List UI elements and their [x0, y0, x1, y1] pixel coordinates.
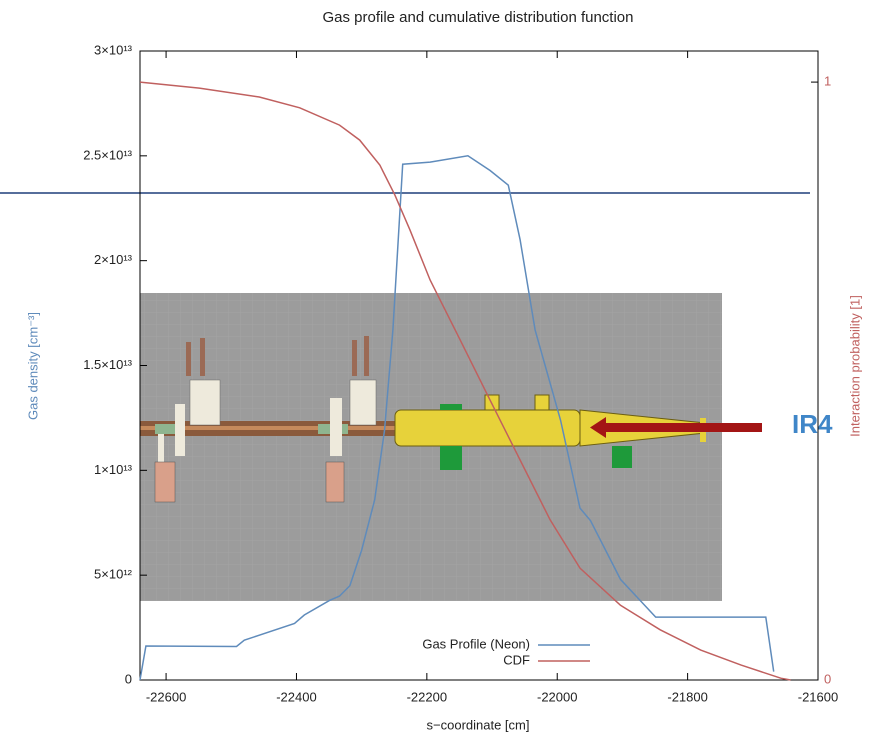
legend-label: Gas Profile (Neon): [422, 636, 530, 651]
x-tick-label: -21600: [798, 689, 838, 704]
y2-tick-label: 1: [824, 74, 831, 89]
x-tick-label: -22600: [146, 689, 186, 704]
y-tick-label: 1×10¹³: [94, 462, 133, 477]
chart: Gas profile and cumulative distribution …: [0, 0, 884, 738]
x-tick-label: -22200: [407, 689, 447, 704]
x-tick-label: -22400: [276, 689, 316, 704]
y-tick-label: 2.5×10¹³: [83, 147, 132, 162]
y-axis-label: Gas density [cm⁻³]: [25, 312, 40, 420]
y2-tick-label: 0: [824, 671, 831, 686]
chart-title: Gas profile and cumulative distribution …: [322, 9, 633, 26]
y-tick-label: 0: [125, 671, 132, 686]
x-axis-label: s−coordinate [cm]: [427, 717, 530, 732]
y-tick-label: 3×10¹³: [94, 42, 133, 57]
x-tick-label: -21800: [667, 689, 707, 704]
y2-axis-label: Interaction probability [1]: [847, 295, 862, 437]
legend-label: CDF: [503, 652, 530, 667]
x-tick-label: -22000: [537, 689, 577, 704]
y-tick-label: 5×10¹²: [94, 567, 133, 582]
y-tick-label: 2×10¹³: [94, 252, 133, 267]
annotation-label: IR4: [792, 409, 833, 439]
y-tick-label: 1.5×10¹³: [83, 357, 132, 372]
